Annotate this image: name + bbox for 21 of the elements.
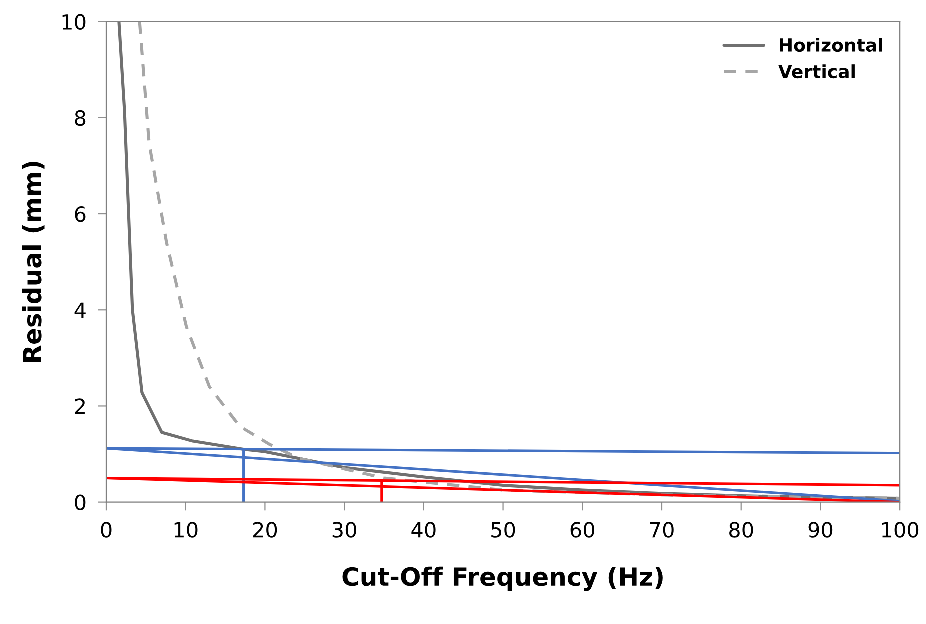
x-tick-label: 60	[570, 522, 595, 538]
x-axis-title: Cut-Off Frequency (Hz)	[342, 566, 663, 592]
x-tick-label: 50	[492, 522, 516, 538]
x-tick-label: 30	[332, 522, 356, 538]
x-tick-label: 80	[730, 522, 754, 538]
x-tick-label: 90	[808, 522, 833, 538]
y-tick-label: 10	[62, 14, 86, 30]
y-tick-label: 4	[74, 302, 86, 318]
x-tick-label: 40	[412, 522, 436, 538]
x-tick-label: 0	[101, 522, 112, 538]
legend-label: Vertical	[778, 64, 855, 79]
x-tick-label: 10	[174, 522, 198, 538]
x-tick-label: 70	[650, 522, 674, 538]
x-tick-label: 20	[253, 522, 278, 538]
x-tick-label: 100	[882, 522, 919, 538]
y-tick-label: 6	[75, 206, 86, 222]
y-tick-label: 8	[75, 110, 86, 126]
legend-label: Horizontal	[780, 38, 882, 52]
y-tick-label: 0	[75, 494, 86, 511]
y-axis-title: Residual (mm)	[22, 162, 45, 362]
y-tick-label: 2	[75, 398, 85, 414]
